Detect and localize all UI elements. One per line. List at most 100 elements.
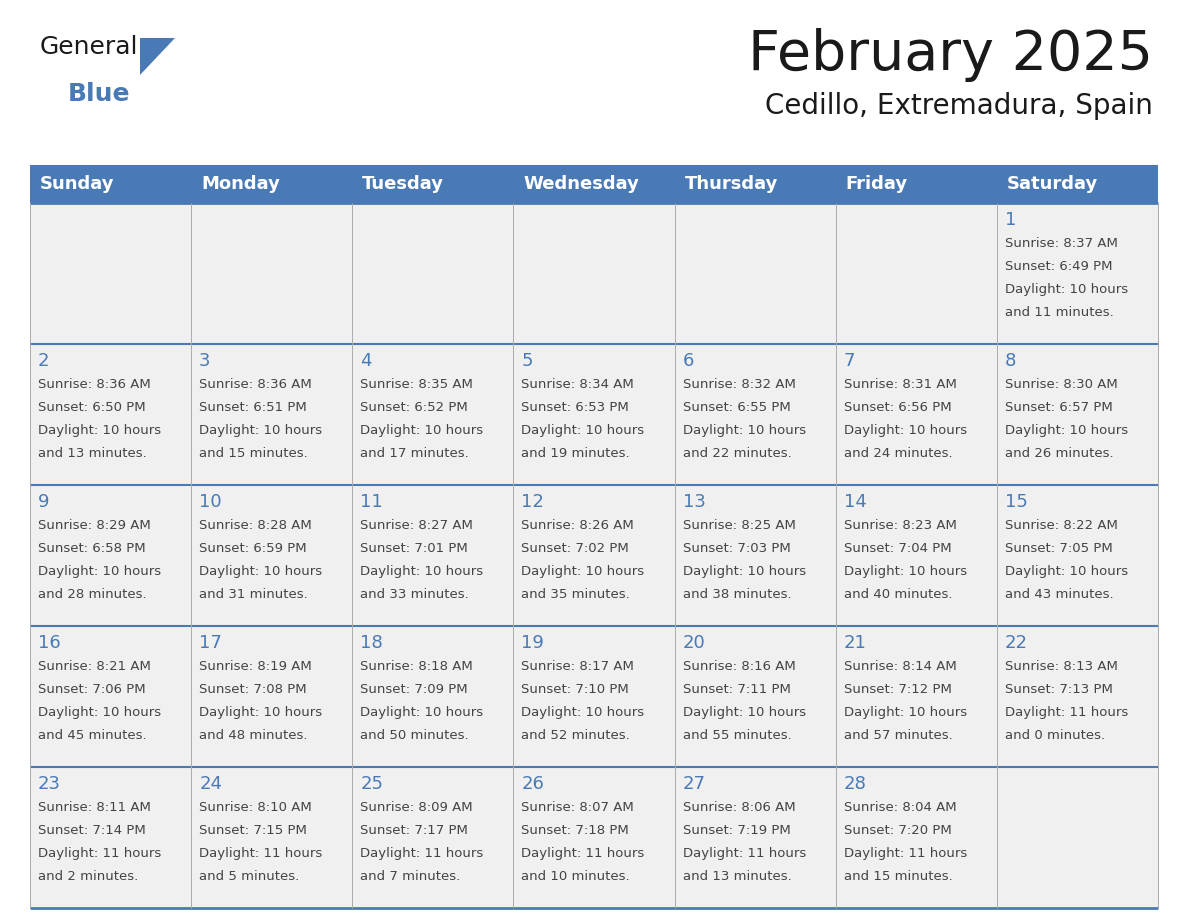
Text: Sunrise: 8:19 AM: Sunrise: 8:19 AM	[200, 660, 312, 673]
Text: Daylight: 11 hours: Daylight: 11 hours	[843, 846, 967, 860]
Text: Sunset: 6:58 PM: Sunset: 6:58 PM	[38, 542, 146, 554]
Text: Sunrise: 8:09 AM: Sunrise: 8:09 AM	[360, 801, 473, 814]
Text: 15: 15	[1005, 493, 1028, 511]
Text: Sunset: 7:12 PM: Sunset: 7:12 PM	[843, 683, 952, 696]
Text: Sunrise: 8:29 AM: Sunrise: 8:29 AM	[38, 519, 151, 532]
Text: Sunset: 6:49 PM: Sunset: 6:49 PM	[1005, 260, 1112, 273]
Text: Daylight: 10 hours: Daylight: 10 hours	[360, 424, 484, 437]
Text: Sunrise: 8:14 AM: Sunrise: 8:14 AM	[843, 660, 956, 673]
Text: Sunset: 7:09 PM: Sunset: 7:09 PM	[360, 683, 468, 696]
Text: Sunrise: 8:10 AM: Sunrise: 8:10 AM	[200, 801, 312, 814]
Text: 27: 27	[683, 775, 706, 793]
Text: Sunset: 7:04 PM: Sunset: 7:04 PM	[843, 542, 952, 554]
Text: and 35 minutes.: and 35 minutes.	[522, 588, 630, 600]
Bar	[30, 344, 1158, 485]
Text: Cedillo, Extremadura, Spain: Cedillo, Extremadura, Spain	[765, 92, 1154, 120]
Text: Sunrise: 8:37 AM: Sunrise: 8:37 AM	[1005, 237, 1118, 250]
Text: 19: 19	[522, 634, 544, 652]
Text: Sunset: 6:59 PM: Sunset: 6:59 PM	[200, 542, 307, 554]
Text: Daylight: 10 hours: Daylight: 10 hours	[200, 565, 322, 577]
Text: Sunset: 6:56 PM: Sunset: 6:56 PM	[843, 401, 952, 414]
Text: 12: 12	[522, 493, 544, 511]
Text: Daylight: 10 hours: Daylight: 10 hours	[683, 565, 805, 577]
Text: Daylight: 10 hours: Daylight: 10 hours	[522, 565, 645, 577]
Text: Sunrise: 8:07 AM: Sunrise: 8:07 AM	[522, 801, 634, 814]
Text: Daylight: 11 hours: Daylight: 11 hours	[522, 846, 645, 860]
Text: 26: 26	[522, 775, 544, 793]
Text: Daylight: 11 hours: Daylight: 11 hours	[1005, 706, 1129, 719]
Text: Sunrise: 8:31 AM: Sunrise: 8:31 AM	[843, 378, 956, 391]
Text: 18: 18	[360, 634, 383, 652]
Text: Sunrise: 8:27 AM: Sunrise: 8:27 AM	[360, 519, 473, 532]
Text: and 40 minutes.: and 40 minutes.	[843, 588, 953, 600]
Text: Daylight: 10 hours: Daylight: 10 hours	[843, 565, 967, 577]
Text: Sunset: 7:13 PM: Sunset: 7:13 PM	[1005, 683, 1113, 696]
Text: Sunrise: 8:22 AM: Sunrise: 8:22 AM	[1005, 519, 1118, 532]
Text: Daylight: 11 hours: Daylight: 11 hours	[360, 846, 484, 860]
Text: and 11 minutes.: and 11 minutes.	[1005, 306, 1113, 319]
Text: and 52 minutes.: and 52 minutes.	[522, 729, 630, 742]
Text: and 13 minutes.: and 13 minutes.	[683, 869, 791, 883]
Text: 5: 5	[522, 352, 533, 370]
Text: Sunrise: 8:34 AM: Sunrise: 8:34 AM	[522, 378, 634, 391]
Text: 2: 2	[38, 352, 50, 370]
Text: Sunset: 7:15 PM: Sunset: 7:15 PM	[200, 823, 307, 837]
Text: Saturday: Saturday	[1007, 175, 1098, 193]
Text: Daylight: 10 hours: Daylight: 10 hours	[843, 706, 967, 719]
Text: and 5 minutes.: and 5 minutes.	[200, 869, 299, 883]
Text: 4: 4	[360, 352, 372, 370]
Text: Sunrise: 8:35 AM: Sunrise: 8:35 AM	[360, 378, 473, 391]
Text: 17: 17	[200, 634, 222, 652]
Text: Daylight: 10 hours: Daylight: 10 hours	[1005, 424, 1127, 437]
Text: and 17 minutes.: and 17 minutes.	[360, 447, 469, 460]
Text: 28: 28	[843, 775, 866, 793]
Text: Monday: Monday	[201, 175, 280, 193]
Text: Sunrise: 8:13 AM: Sunrise: 8:13 AM	[1005, 660, 1118, 673]
Text: Wednesday: Wednesday	[524, 175, 639, 193]
Text: and 7 minutes.: and 7 minutes.	[360, 869, 461, 883]
Bar	[30, 767, 1158, 908]
Text: and 26 minutes.: and 26 minutes.	[1005, 447, 1113, 460]
Text: Sunrise: 8:30 AM: Sunrise: 8:30 AM	[1005, 378, 1118, 391]
Text: 16: 16	[38, 634, 61, 652]
Text: 23: 23	[38, 775, 61, 793]
Text: February 2025: February 2025	[748, 28, 1154, 82]
Text: Blue: Blue	[68, 82, 131, 106]
Text: and 48 minutes.: and 48 minutes.	[200, 729, 308, 742]
Text: 22: 22	[1005, 634, 1028, 652]
Text: Daylight: 10 hours: Daylight: 10 hours	[360, 706, 484, 719]
Text: 25: 25	[360, 775, 384, 793]
Text: Sunrise: 8:06 AM: Sunrise: 8:06 AM	[683, 801, 795, 814]
Text: and 2 minutes.: and 2 minutes.	[38, 869, 138, 883]
Text: Daylight: 10 hours: Daylight: 10 hours	[683, 424, 805, 437]
Text: Daylight: 10 hours: Daylight: 10 hours	[522, 706, 645, 719]
Text: Sunrise: 8:04 AM: Sunrise: 8:04 AM	[843, 801, 956, 814]
Text: Daylight: 11 hours: Daylight: 11 hours	[38, 846, 162, 860]
Text: and 55 minutes.: and 55 minutes.	[683, 729, 791, 742]
Text: 13: 13	[683, 493, 706, 511]
Text: Sunrise: 8:36 AM: Sunrise: 8:36 AM	[200, 378, 312, 391]
Text: and 13 minutes.: and 13 minutes.	[38, 447, 147, 460]
Text: Sunrise: 8:16 AM: Sunrise: 8:16 AM	[683, 660, 795, 673]
Text: and 45 minutes.: and 45 minutes.	[38, 729, 146, 742]
Text: Friday: Friday	[846, 175, 908, 193]
Text: and 57 minutes.: and 57 minutes.	[843, 729, 953, 742]
Text: 3: 3	[200, 352, 210, 370]
Text: Sunrise: 8:23 AM: Sunrise: 8:23 AM	[843, 519, 956, 532]
Text: Sunrise: 8:21 AM: Sunrise: 8:21 AM	[38, 660, 151, 673]
Text: Sunrise: 8:18 AM: Sunrise: 8:18 AM	[360, 660, 473, 673]
Text: Thursday: Thursday	[684, 175, 778, 193]
Text: and 15 minutes.: and 15 minutes.	[200, 447, 308, 460]
Text: Daylight: 10 hours: Daylight: 10 hours	[1005, 283, 1127, 296]
Text: Sunset: 6:50 PM: Sunset: 6:50 PM	[38, 401, 146, 414]
Text: Sunset: 7:02 PM: Sunset: 7:02 PM	[522, 542, 630, 554]
Text: Daylight: 10 hours: Daylight: 10 hours	[200, 706, 322, 719]
Text: Daylight: 10 hours: Daylight: 10 hours	[200, 424, 322, 437]
Bar	[30, 165, 1158, 203]
Text: Tuesday: Tuesday	[362, 175, 444, 193]
Text: Sunset: 7:18 PM: Sunset: 7:18 PM	[522, 823, 630, 837]
Text: and 10 minutes.: and 10 minutes.	[522, 869, 630, 883]
Text: Sunrise: 8:17 AM: Sunrise: 8:17 AM	[522, 660, 634, 673]
Text: Daylight: 10 hours: Daylight: 10 hours	[843, 424, 967, 437]
Polygon shape	[140, 38, 175, 75]
